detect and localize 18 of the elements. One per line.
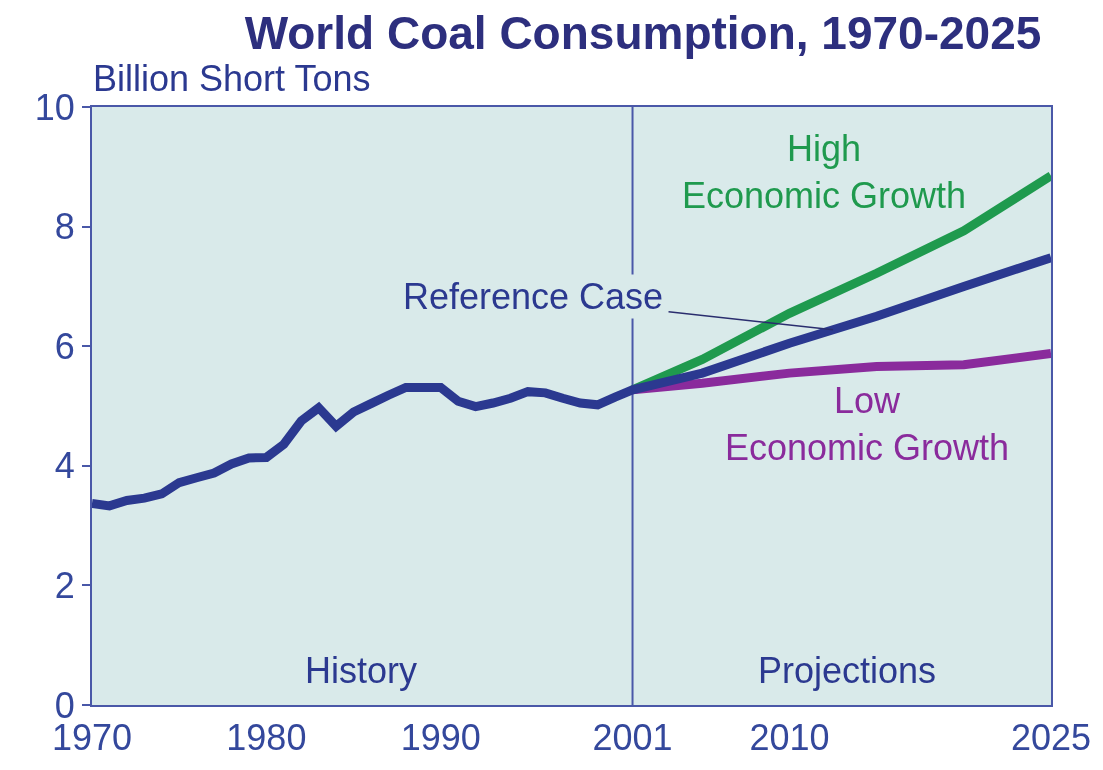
annotation: Projections — [758, 650, 937, 691]
annotation: History — [305, 650, 418, 691]
series-label: Reference Case — [403, 276, 664, 317]
x-tick-label: 1970 — [51, 717, 133, 759]
y-tick-label: 6 — [54, 325, 75, 367]
chart-title: World Coal Consumption, 1970-2025 — [244, 7, 1042, 60]
x-tick-label: 1980 — [226, 717, 307, 759]
y-axis-title: Billion Short Tons — [93, 58, 371, 99]
y-tick-label: 4 — [54, 445, 75, 487]
series-label: Low Economic Growth — [725, 380, 1010, 468]
y-tick-label: 8 — [54, 206, 75, 248]
series-label: High Economic Growth — [682, 128, 967, 216]
y-tick-label: 10 — [34, 86, 75, 128]
y-tick-label: 2 — [54, 565, 75, 606]
x-tick-label: 2001 — [592, 717, 673, 759]
x-tick-label: 2025 — [1010, 717, 1092, 759]
x-tick-label: 1990 — [400, 717, 481, 759]
x-tick-label: 2010 — [749, 717, 830, 759]
